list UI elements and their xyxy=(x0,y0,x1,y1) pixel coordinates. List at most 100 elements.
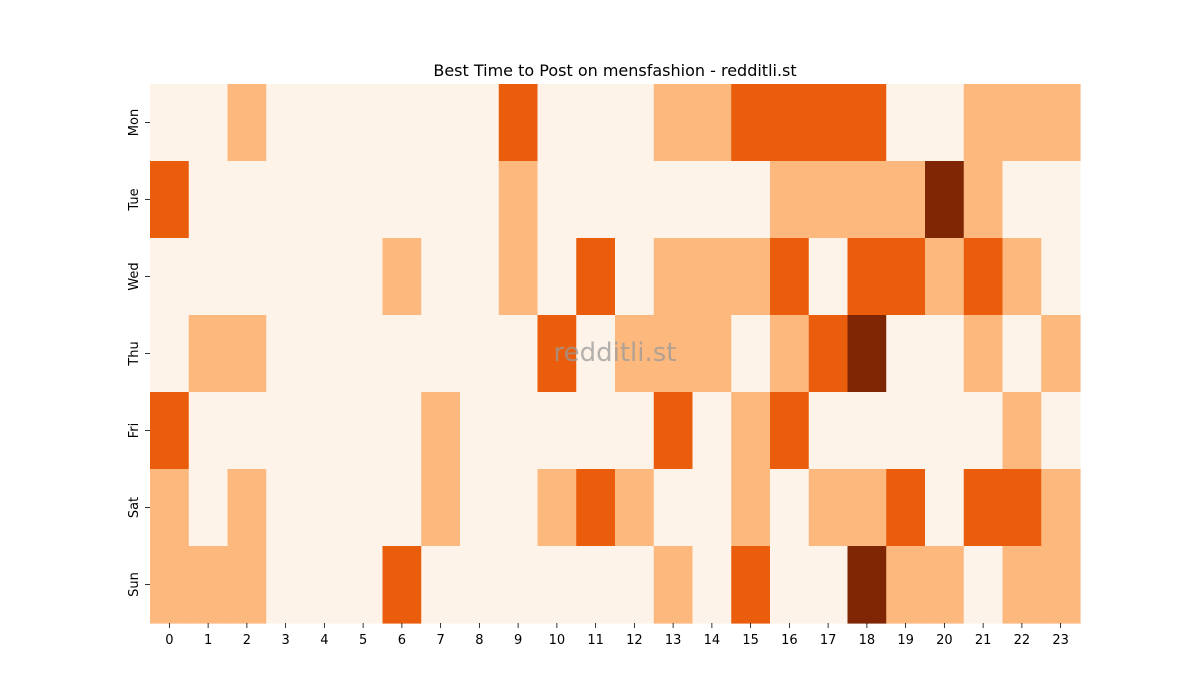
heatmap-cell-thu-0 xyxy=(150,315,190,393)
x-tick-label: 10 xyxy=(549,633,566,648)
heatmap-cell-thu-7 xyxy=(421,315,461,393)
heatmap-cell-fri-22 xyxy=(1002,392,1042,470)
heatmap-cell-sun-1 xyxy=(188,546,229,624)
heatmap-cells xyxy=(150,84,1081,624)
heatmap-cell-tue-15 xyxy=(731,161,771,239)
heatmap-cell-sat-17 xyxy=(808,469,849,547)
heatmap-cell-fri-20 xyxy=(925,392,965,470)
heatmap-cell-sat-19 xyxy=(886,469,926,547)
heatmap-cell-tue-17 xyxy=(808,161,849,239)
heatmap-cell-mon-15 xyxy=(731,84,771,162)
heatmap-cell-tue-12 xyxy=(615,161,655,239)
heatmap-cell-tue-0 xyxy=(150,161,190,239)
heatmap-cell-tue-3 xyxy=(266,161,306,239)
heatmap-cell-mon-20 xyxy=(925,84,965,162)
heatmap-cell-mon-21 xyxy=(963,84,1004,162)
heatmap-cell-sun-19 xyxy=(886,546,926,624)
x-tick-label: 4 xyxy=(320,633,328,648)
heatmap-cell-sun-13 xyxy=(653,546,694,624)
heatmap-cell-fri-11 xyxy=(576,392,616,470)
heatmap-cell-thu-1 xyxy=(188,315,229,393)
heatmap-cell-fri-17 xyxy=(808,392,849,470)
heatmap-cell-thu-23 xyxy=(1041,315,1081,393)
heatmap-cell-thu-16 xyxy=(770,315,810,393)
heatmap-cell-tue-9 xyxy=(498,161,539,239)
heatmap-cell-thu-14 xyxy=(692,315,732,393)
heatmap-cell-thu-22 xyxy=(1002,315,1042,393)
heatmap-cell-fri-15 xyxy=(731,392,771,470)
heatmap-cell-wed-0 xyxy=(150,238,190,316)
heatmap-cell-wed-5 xyxy=(343,238,384,316)
heatmap-cell-sat-22 xyxy=(1002,469,1042,547)
heatmap-cell-thu-18 xyxy=(847,315,887,393)
heatmap-cell-sun-22 xyxy=(1002,546,1042,624)
heatmap-cell-fri-7 xyxy=(421,392,461,470)
heatmap-cell-tue-4 xyxy=(305,161,345,239)
heatmap-cell-fri-3 xyxy=(266,392,306,470)
heatmap-cell-sat-13 xyxy=(653,469,694,547)
heatmap-cell-tue-5 xyxy=(343,161,384,239)
heatmap-cell-mon-13 xyxy=(653,84,694,162)
heatmap-cell-tue-6 xyxy=(382,161,422,239)
heatmap-cell-sun-21 xyxy=(963,546,1004,624)
heatmap-cell-sat-15 xyxy=(731,469,771,547)
heatmap-cell-fri-13 xyxy=(653,392,694,470)
heatmap-cell-tue-11 xyxy=(576,161,616,239)
heatmap-cell-sat-11 xyxy=(576,469,616,547)
heatmap-cell-wed-1 xyxy=(188,238,229,316)
heatmap-cell-tue-10 xyxy=(537,161,577,239)
chart-title: Best Time to Post on mensfashion - reddi… xyxy=(433,61,796,80)
heatmap-cell-sun-23 xyxy=(1041,546,1081,624)
heatmap-cell-fri-9 xyxy=(498,392,539,470)
heatmap-cell-mon-19 xyxy=(886,84,926,162)
heatmap-cell-wed-9 xyxy=(498,238,539,316)
heatmap-cell-tue-14 xyxy=(692,161,732,239)
heatmap-cell-wed-10 xyxy=(537,238,577,316)
heatmap-cell-wed-17 xyxy=(808,238,849,316)
heatmap-cell-wed-14 xyxy=(692,238,732,316)
heatmap-cell-sun-5 xyxy=(343,546,384,624)
heatmap-cell-fri-8 xyxy=(460,392,500,470)
heatmap-cell-fri-6 xyxy=(382,392,422,470)
heatmap-cell-sun-20 xyxy=(925,546,965,624)
heatmap-cell-sat-23 xyxy=(1041,469,1081,547)
heatmap-cell-mon-0 xyxy=(150,84,190,162)
heatmap-cell-sun-8 xyxy=(460,546,500,624)
heatmap-cell-sat-5 xyxy=(343,469,384,547)
heatmap-cell-wed-18 xyxy=(847,238,887,316)
heatmap-cell-thu-12 xyxy=(615,315,655,393)
heatmap-cell-mon-14 xyxy=(692,84,732,162)
heatmap-cell-sat-2 xyxy=(227,469,267,547)
heatmap-cell-thu-19 xyxy=(886,315,926,393)
y-tick-label: Sat xyxy=(127,497,142,518)
heatmap-cell-wed-19 xyxy=(886,238,926,316)
x-tick-label: 5 xyxy=(359,633,367,648)
heatmap-cell-thu-20 xyxy=(925,315,965,393)
heatmap-cell-mon-17 xyxy=(808,84,849,162)
heatmap-cell-thu-10 xyxy=(537,315,577,393)
heatmap-cell-tue-23 xyxy=(1041,161,1081,239)
heatmap-cell-mon-1 xyxy=(188,84,229,162)
heatmap-cell-mon-3 xyxy=(266,84,306,162)
heatmap-cell-fri-5 xyxy=(343,392,384,470)
heatmap-cell-sun-4 xyxy=(305,546,345,624)
heatmap-cell-thu-15 xyxy=(731,315,771,393)
heatmap-cell-sat-20 xyxy=(925,469,965,547)
x-tick-label: 1 xyxy=(204,633,212,648)
heatmap-cell-wed-21 xyxy=(963,238,1004,316)
heatmap-cell-sat-7 xyxy=(421,469,461,547)
y-tick-label: Thu xyxy=(127,341,142,366)
heatmap-cell-wed-4 xyxy=(305,238,345,316)
heatmap-cell-mon-11 xyxy=(576,84,616,162)
heatmap-cell-thu-2 xyxy=(227,315,267,393)
heatmap-cell-thu-8 xyxy=(460,315,500,393)
x-tick-label: 6 xyxy=(398,633,406,648)
heatmap-cell-mon-22 xyxy=(1002,84,1042,162)
x-tick-label: 8 xyxy=(475,633,483,648)
watermark: redditli.st xyxy=(554,338,677,368)
heatmap-cell-tue-16 xyxy=(770,161,810,239)
x-tick-label: 13 xyxy=(665,633,682,648)
heatmap-cell-tue-8 xyxy=(460,161,500,239)
x-tick-label: 22 xyxy=(1014,633,1031,648)
